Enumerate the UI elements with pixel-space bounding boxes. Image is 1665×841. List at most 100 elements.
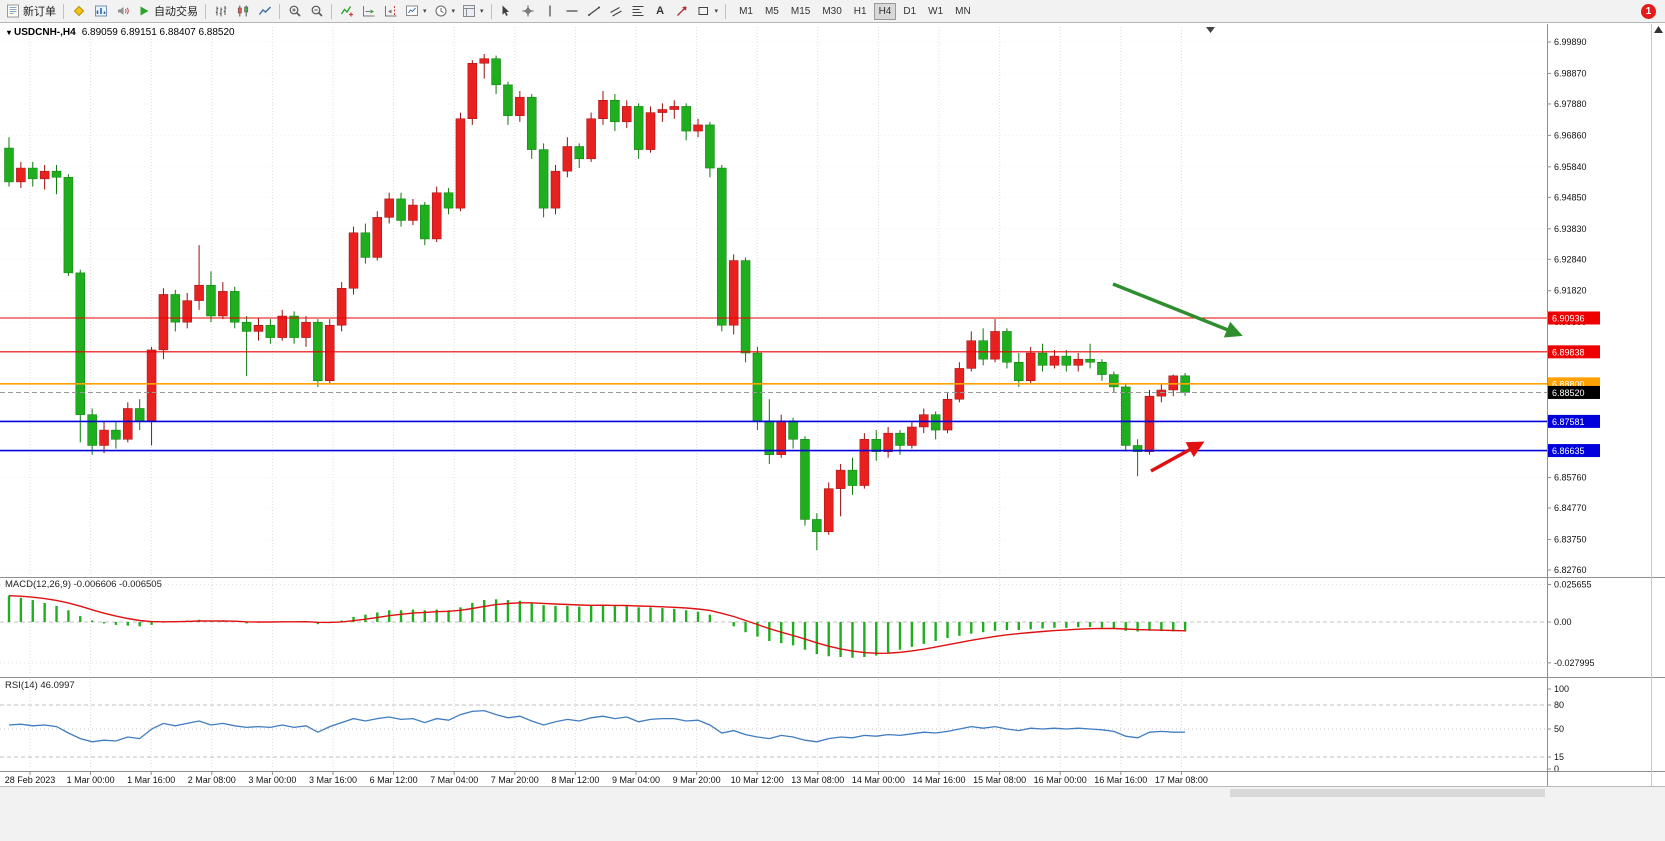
toolbar-separator	[331, 3, 332, 19]
svg-text:1 Mar 00:00: 1 Mar 00:00	[67, 775, 115, 785]
svg-text:6.87581: 6.87581	[1552, 417, 1585, 427]
svg-text:8 Mar 12:00: 8 Mar 12:00	[551, 775, 599, 785]
indicators-button[interactable]	[336, 1, 357, 21]
svg-text:6.85760: 6.85760	[1554, 473, 1587, 483]
templates-dropdown-button[interactable]	[459, 1, 487, 21]
zoom-in-button[interactable]	[284, 1, 305, 21]
svg-text:3 Mar 00:00: 3 Mar 00:00	[248, 775, 296, 785]
auto-trading-play-icon	[140, 6, 149, 16]
crosshair-icon	[522, 5, 534, 17]
macd-layer	[7, 595, 1187, 658]
cursor-button[interactable]	[496, 1, 517, 21]
zoom-out-button[interactable]	[306, 1, 327, 21]
svg-text:6.92840: 6.92840	[1554, 254, 1587, 264]
svg-text:1 Mar 16:00: 1 Mar 16:00	[127, 775, 175, 785]
alerts-button[interactable]	[112, 1, 133, 21]
timeframe-button-m1[interactable]: M1	[734, 3, 758, 20]
svg-text:9 Mar 20:00: 9 Mar 20:00	[673, 775, 721, 785]
candlestick-chart-button[interactable]	[232, 1, 253, 21]
bar-chart-button[interactable]	[210, 1, 231, 21]
toolbar-separator	[279, 3, 280, 19]
svg-text:6.88800: 6.88800	[1552, 379, 1585, 389]
toolbar-separator	[490, 3, 492, 19]
svg-text:7 Mar 04:00: 7 Mar 04:00	[430, 775, 478, 785]
new-chart-dropdown-button[interactable]	[402, 1, 430, 21]
macd-indicator-label: MACD(12,26,9) -0.006606 -0.006505	[5, 579, 162, 590]
zoom-in-icon	[289, 5, 301, 17]
scroll-up-arrow-icon[interactable]	[1654, 26, 1663, 33]
clock-icon	[435, 5, 447, 17]
trendline-icon	[588, 6, 601, 16]
horizontal-line-icon	[566, 10, 578, 12]
shapes-icon	[698, 7, 708, 15]
chart-shift-icon	[384, 6, 396, 17]
arrow-annotations	[1112, 282, 1243, 473]
chart-menu-icon[interactable]: ▾	[7, 28, 12, 37]
line-chart-button[interactable]	[254, 1, 275, 21]
svg-text:6.83750: 6.83750	[1554, 534, 1587, 544]
time-axis: 28 Feb 2023 1 Mar 00:00 1 Mar 16:00 2 Mar 0…	[0, 577, 1665, 785]
timeframe-button-w1[interactable]: W1	[923, 3, 948, 20]
text-tool-icon: A	[656, 5, 665, 17]
bar-chart-icon	[215, 6, 226, 17]
red-arrow-annotation[interactable]	[1150, 441, 1205, 473]
zoom-out-icon	[311, 5, 323, 17]
notification-badge[interactable]: 1	[1641, 3, 1656, 19]
timeframe-button-mn[interactable]: MN	[950, 3, 976, 20]
new-order-button[interactable]: 新订单	[3, 1, 59, 21]
speaker-icon	[117, 7, 129, 15]
crosshair-button[interactable]	[518, 1, 539, 21]
vertical-line-button[interactable]	[540, 1, 561, 21]
data-window-button[interactable]	[90, 1, 111, 21]
trendline-button[interactable]	[584, 1, 605, 21]
fibonacci-icon	[632, 6, 644, 16]
svg-text:0.025655: 0.025655	[1554, 579, 1592, 589]
arrow-tool-icon	[677, 6, 687, 16]
rsi-layer	[8, 709, 1186, 743]
new-order-label: 新订单	[23, 6, 56, 18]
toolbar-separator	[205, 3, 206, 19]
toolbar-separator	[725, 3, 727, 19]
rsi-indicator-label: RSI(14) 46.0997	[5, 680, 75, 691]
svg-text:6.99890: 6.99890	[1554, 37, 1587, 47]
timeframe-button-d1[interactable]: D1	[898, 3, 921, 20]
horizontal-line-button[interactable]	[562, 1, 583, 21]
timeframe-button-m5[interactable]: M5	[760, 3, 784, 20]
svg-text:2 Mar 08:00: 2 Mar 08:00	[188, 775, 236, 785]
svg-text:6.89838: 6.89838	[1552, 347, 1585, 357]
shapes-dropdown-button[interactable]	[694, 1, 722, 21]
chart-title: ▾ USDCNH-,H4 6.89059 6.89151 6.88407 6.885…	[7, 27, 235, 38]
price-axis: 6.99890 6.98870 6.97880 6.96860 6.95840 6.948…	[1547, 24, 1665, 786]
svg-text:10 Mar 12:00: 10 Mar 12:00	[731, 775, 784, 785]
arrow-tools-button[interactable]	[672, 1, 693, 21]
svg-text:6.86635: 6.86635	[1552, 446, 1585, 456]
svg-text:13 Mar 08:00: 13 Mar 08:00	[791, 775, 844, 785]
timeframe-button-h1[interactable]: H1	[849, 3, 872, 20]
channel-button[interactable]	[606, 1, 627, 21]
svg-text:100: 100	[1554, 684, 1569, 694]
auto-scroll-icon	[362, 6, 374, 17]
vertical-line-icon	[549, 5, 551, 17]
svg-text:50: 50	[1554, 724, 1564, 734]
svg-text:6.90936: 6.90936	[1552, 313, 1585, 323]
svg-text:6.93830: 6.93830	[1554, 224, 1587, 234]
svg-text:14 Mar 00:00: 14 Mar 00:00	[852, 775, 905, 785]
auto-scroll-button[interactable]	[358, 1, 379, 21]
chart-shift-button[interactable]	[380, 1, 401, 21]
timeframe-button-m30[interactable]: M30	[817, 3, 846, 20]
timeframe-button-h4[interactable]: H4	[873, 2, 897, 20]
svg-text:6.95840: 6.95840	[1554, 162, 1587, 172]
main-toolbar: 新订单 自动交易	[0, 0, 1665, 23]
auto-trading-button[interactable]: 自动交易	[134, 1, 201, 21]
green-arrow-annotation[interactable]	[1112, 282, 1243, 338]
chart-shift-marker	[1206, 27, 1215, 33]
svg-text:28 Feb 2023: 28 Feb 2023	[5, 775, 56, 785]
fibonacci-button[interactable]	[628, 1, 649, 21]
periods-dropdown-button[interactable]	[431, 1, 459, 21]
text-tool-button[interactable]: A	[650, 1, 671, 21]
timeframe-button-m15[interactable]: M15	[786, 3, 815, 20]
timeframe-toolbar: M1 M5 M15 M30 H1 H4 D1 W1 MN	[734, 2, 976, 20]
horizontal-scrollbar-thumb[interactable]	[1230, 789, 1545, 797]
metaeditor-button[interactable]	[68, 1, 89, 21]
